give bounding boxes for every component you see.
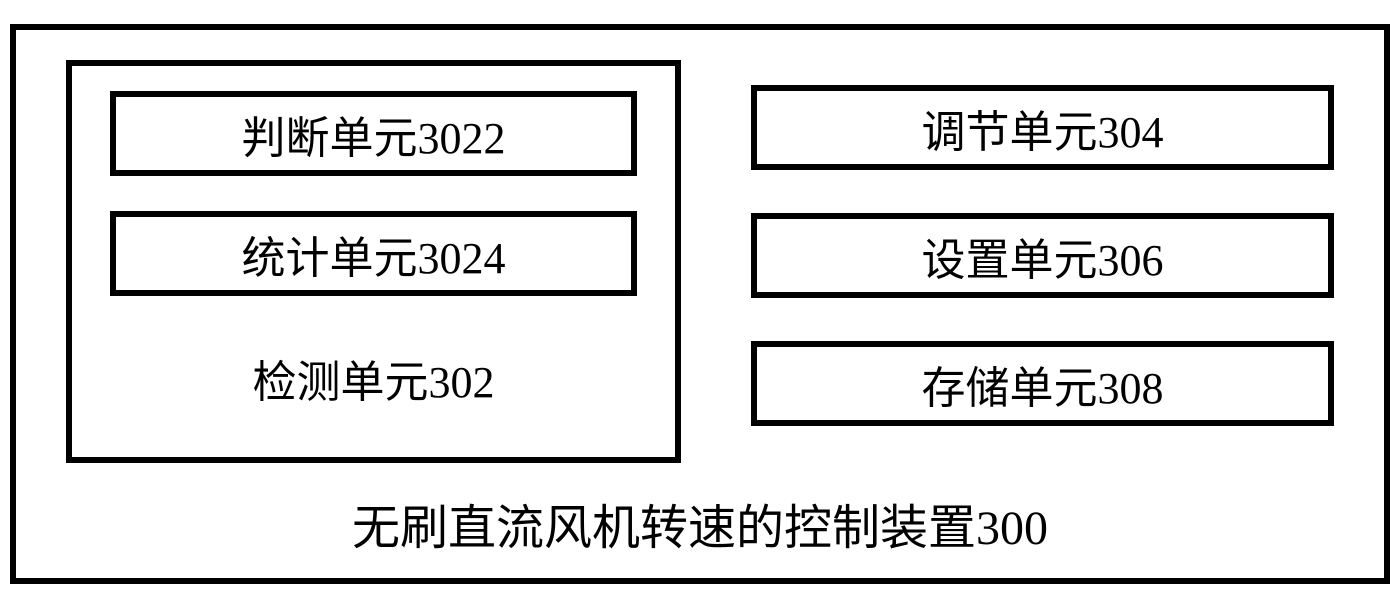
setting-unit-label: 设置单元306 <box>922 224 1164 288</box>
judgment-unit-box: 判断单元3022 <box>110 91 637 176</box>
setting-unit-box: 设置单元306 <box>751 213 1334 298</box>
diagram-title: 无刷直流风机转速的控制装置300 <box>66 488 1334 558</box>
detection-unit-label: 检测单元302 <box>110 346 637 410</box>
storage-unit-label: 存储单元308 <box>922 352 1164 416</box>
diagram-outer-frame: 判断单元3022 统计单元3024 检测单元302 调节单元304 设置单元30… <box>10 24 1390 584</box>
columns-wrapper: 判断单元3022 统计单元3024 检测单元302 调节单元304 设置单元30… <box>66 60 1334 463</box>
adjust-unit-box: 调节单元304 <box>751 85 1334 170</box>
right-units-group: 调节单元304 设置单元306 存储单元308 <box>751 60 1334 463</box>
statistics-unit-box: 统计单元3024 <box>110 211 637 296</box>
detection-unit-group: 判断单元3022 统计单元3024 检测单元302 <box>66 60 681 463</box>
adjust-unit-label: 调节单元304 <box>922 96 1164 160</box>
storage-unit-box: 存储单元308 <box>751 341 1334 426</box>
statistics-unit-label: 统计单元3024 <box>242 222 506 286</box>
judgment-unit-label: 判断单元3022 <box>242 102 506 166</box>
